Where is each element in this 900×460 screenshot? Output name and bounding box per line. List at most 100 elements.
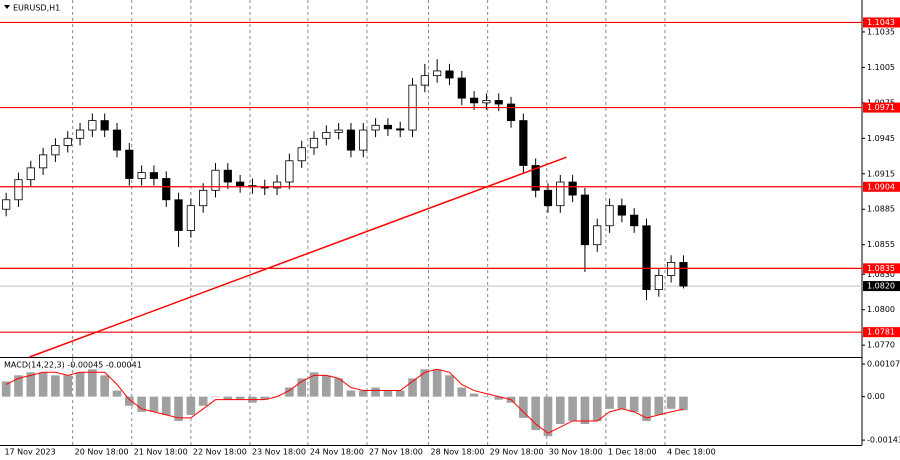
level-label-box [863,327,900,338]
candle-body [470,97,479,104]
y-tick-label: 1.0770 [867,341,895,350]
macd-bar [38,372,48,397]
level-label: 1.0835 [867,264,895,273]
y-tick-label: 1.1005 [867,63,895,72]
macd-bar [482,396,491,398]
candle-body [580,194,590,246]
candle-body [322,131,331,139]
macd-bar [592,396,602,421]
candle-body [26,167,35,181]
macd-bar [494,396,504,400]
candle-body [556,181,565,207]
macd-bar [531,396,540,431]
macd-bar [14,375,23,397]
macd-bar [297,378,307,397]
x-tick-label: 17 Nov 2023 [4,448,55,457]
macd-bar [137,396,146,412]
level-label: 1.0904 [867,182,895,191]
candle-body [420,75,429,86]
macd-bar [371,387,380,397]
x-tick-label: 29 Nov 18:00 [490,448,544,457]
x-tick-label: 21 Nov 18:00 [134,448,188,457]
candle-body [174,199,183,231]
macd-bar [383,390,393,397]
chart-title: EURUSD,H1 [13,4,60,13]
candle-body [63,137,72,146]
candle-body [272,181,282,189]
candle-body [346,129,356,151]
candle-body [162,178,171,201]
macd-bar [88,369,97,397]
candle-body [334,129,343,133]
x-tick-label: 20 Nov 18:00 [75,448,129,457]
candle-body [383,124,392,130]
x-tick-label: 30 Nov 18:00 [549,448,603,457]
macd-bar [285,387,294,397]
candle-body [654,275,663,291]
macd-bar [124,396,134,406]
macd-bar [346,390,356,397]
macd-bar [568,396,577,421]
candle-body [39,154,48,169]
x-tick-label: 1 Dec 18:00 [608,448,657,457]
macd-bar [395,390,405,397]
candle-body [137,172,146,179]
candle-body [568,181,577,196]
y-tick-label: 1.0885 [867,205,895,214]
candle-body [494,100,503,105]
macd-bar [149,396,159,412]
y-tick-label: 0.00 [867,392,885,401]
macd-bar [679,396,688,411]
macd-bar [555,396,565,425]
y-tick-label: 1.0830 [867,270,895,279]
candle-body [285,160,294,183]
candle-body [617,205,626,216]
candle-body [642,225,651,291]
candle-body [605,205,614,227]
candle-body [199,189,208,207]
candle-body [445,70,454,79]
y-tick-label: 1.0945 [867,134,895,143]
macd-bar [642,396,651,421]
macd-bar [457,387,467,397]
y-tick-label: 1.0915 [867,169,895,178]
level-label-box [863,17,900,28]
candle-body [223,169,232,183]
macd-bar [260,396,270,400]
macd-bar [334,378,343,397]
level-label-box [863,181,900,192]
macd-bar [580,396,590,425]
macd-bar [420,369,430,397]
macd-bar [358,390,368,397]
candle-body [297,147,306,162]
macd-bar [26,372,36,397]
macd-bar [75,372,85,397]
macd-bar [629,396,639,412]
macd-bar [161,396,171,415]
level-label: 1.1043 [867,18,895,27]
macd-bar [186,396,196,415]
macd-bar [235,396,245,400]
macd-bar [112,390,122,397]
candle-body [531,165,540,191]
candle-body [186,205,195,231]
macd-bar [174,396,183,421]
candle-body [14,179,23,201]
candle-body [149,172,159,179]
candle-body [679,262,688,287]
y-tick-label: 1.1035 [867,27,895,36]
x-tick-label: 24 Nov 18:00 [310,448,364,457]
candle-body [359,129,368,151]
macd-signal [5,368,684,434]
candle-body [396,128,405,131]
trendline [29,156,567,358]
y-tick-label: 0.00107 [867,360,900,369]
candle-body [125,149,134,179]
candle-body [482,100,491,104]
macd-bar [198,396,208,406]
macd-bar [605,396,614,409]
candle-body [630,214,639,227]
macd-bar [100,375,109,397]
menu-triangle [4,5,10,9]
